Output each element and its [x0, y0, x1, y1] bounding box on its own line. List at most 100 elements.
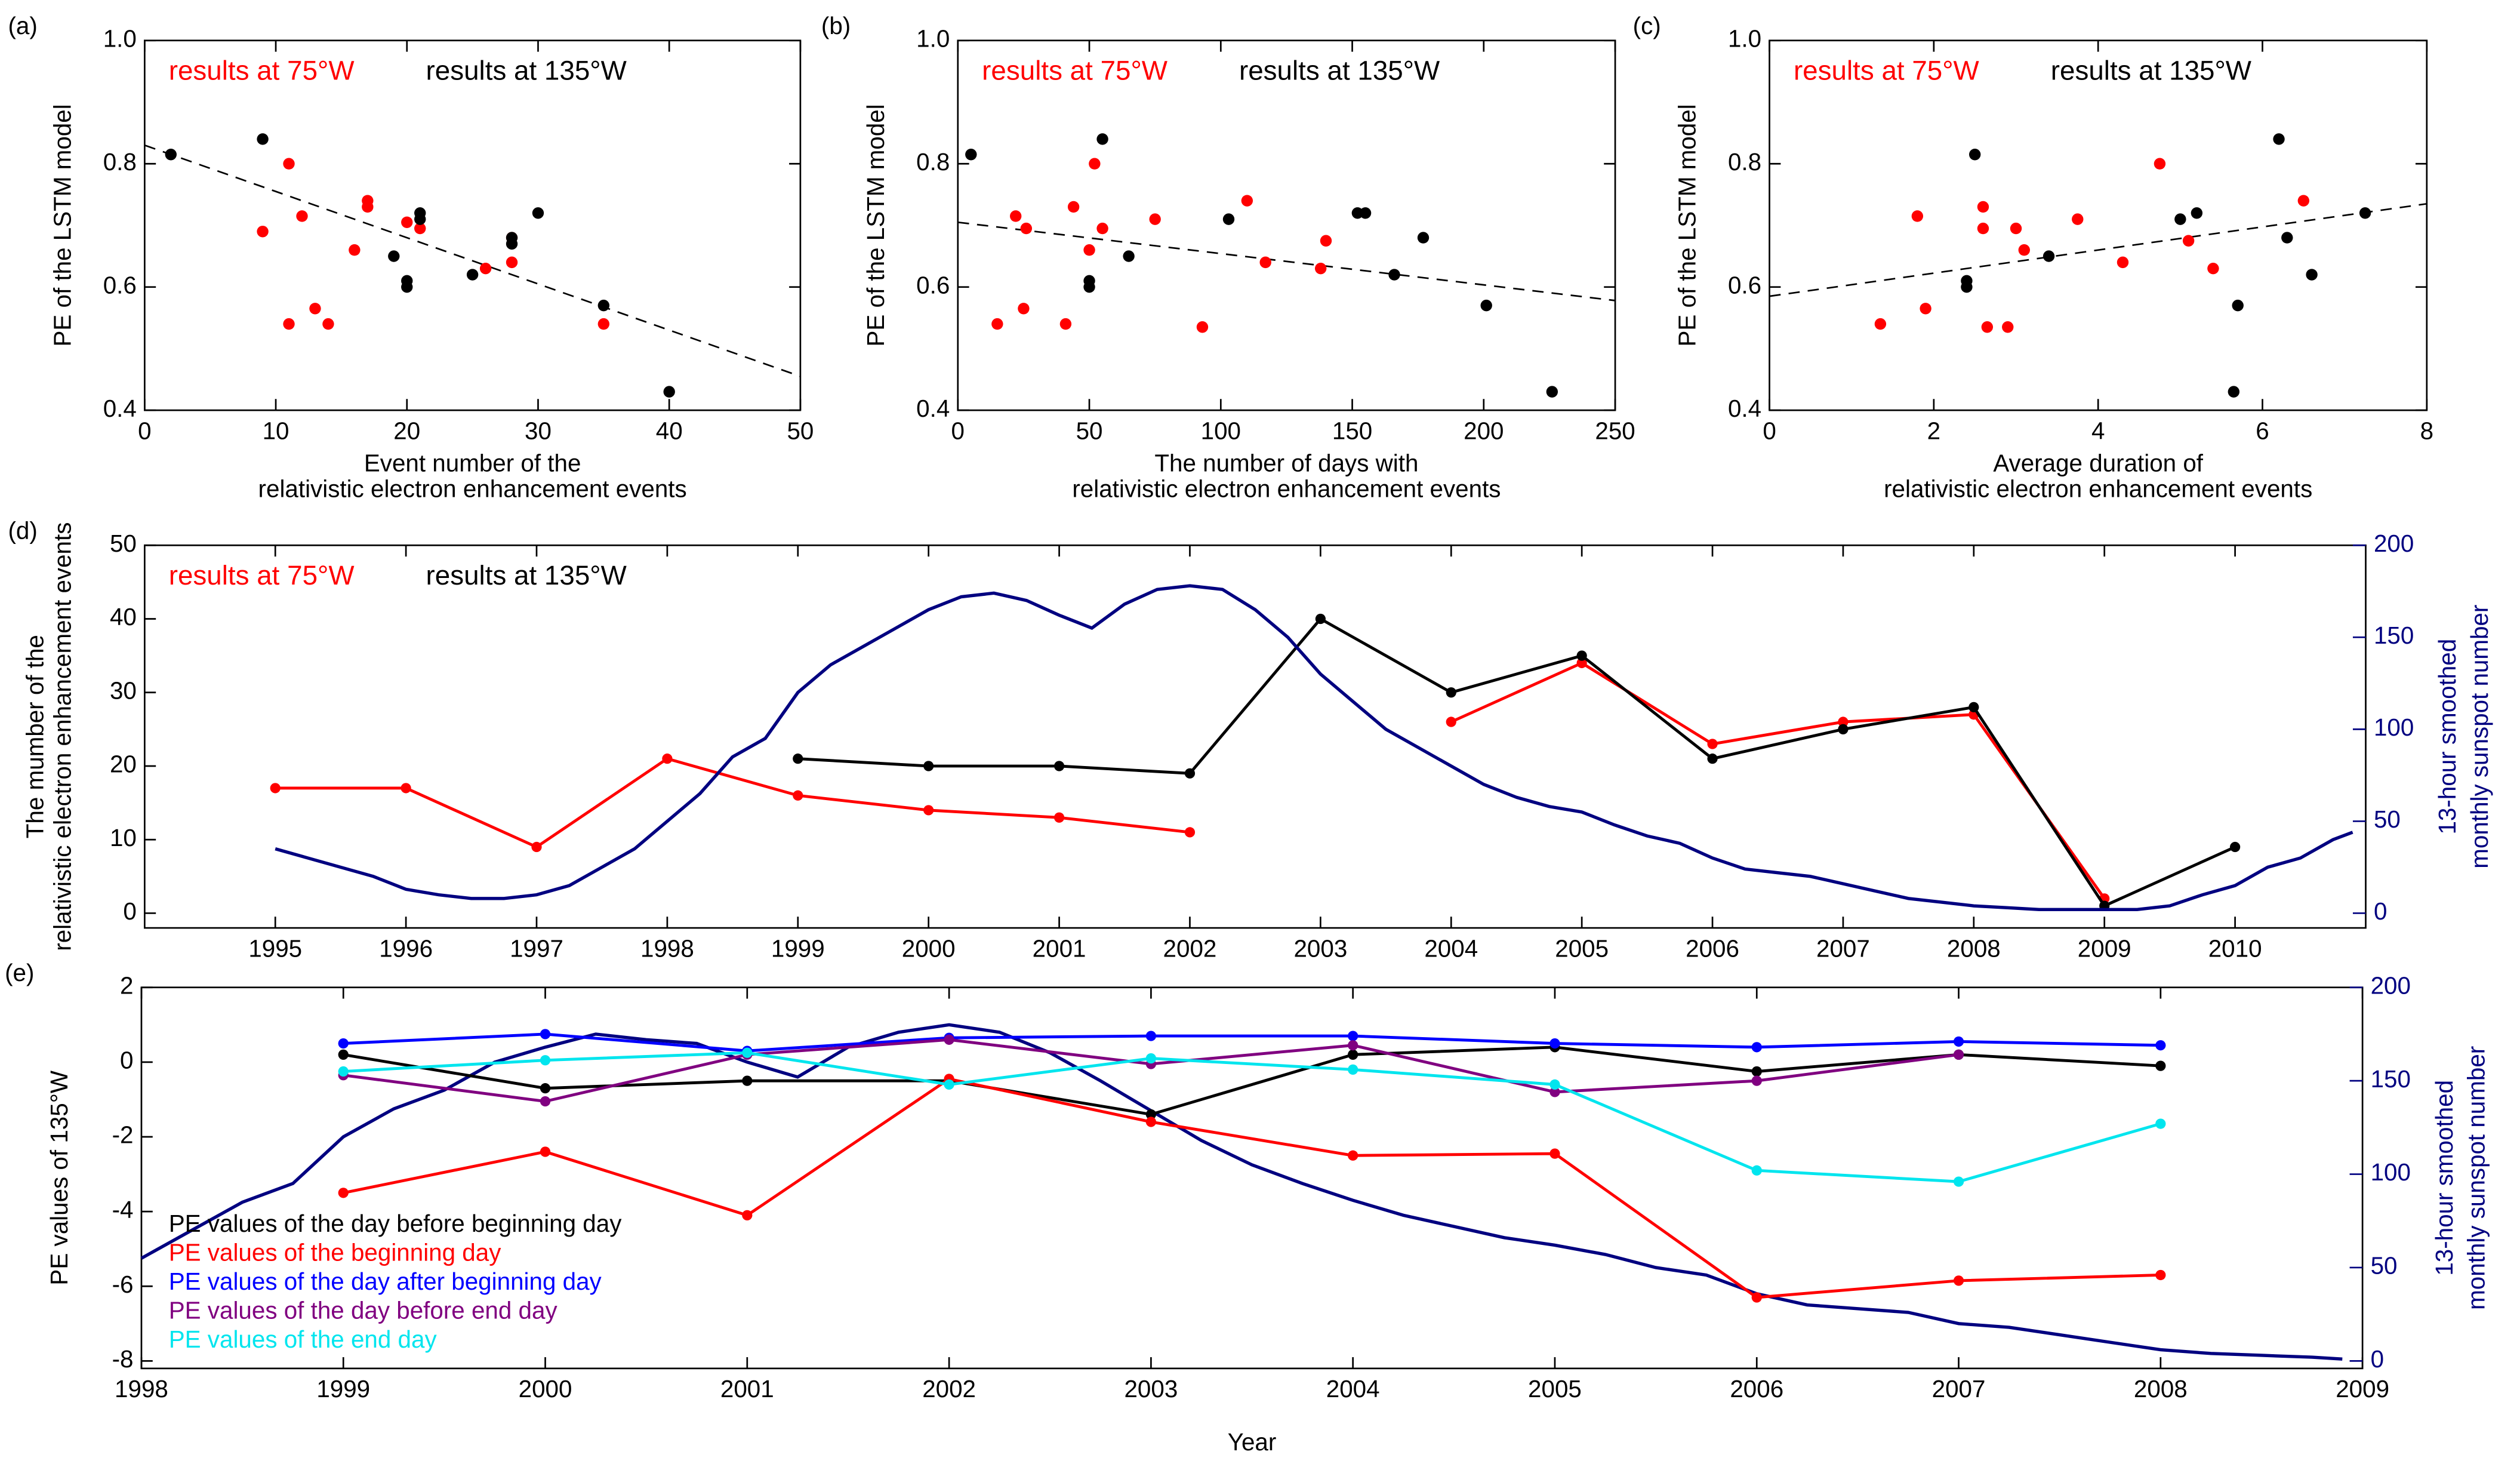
series-line [343, 1051, 2161, 1183]
x-axis-label: relativistic electron enhancement events [1884, 475, 2312, 502]
point [540, 1029, 551, 1040]
panel-label: (b) [821, 12, 851, 39]
point [2010, 222, 2022, 235]
x-tick-label: 50 [1076, 417, 1103, 444]
point [531, 841, 542, 853]
x-tick-label: 0 [1763, 417, 1776, 444]
point [793, 754, 803, 764]
x-tick-label: 2001 [1033, 934, 1086, 962]
y2-tick-label: 200 [2374, 530, 2414, 557]
y-tick-label: 30 [110, 676, 137, 704]
point [1196, 321, 1209, 333]
point [322, 318, 334, 330]
point [532, 207, 544, 219]
point [923, 761, 934, 771]
y-axis-label: The mumber of the [21, 635, 49, 838]
point [1348, 1064, 1358, 1075]
point [2155, 1040, 2166, 1051]
point [944, 1079, 954, 1090]
point [2154, 158, 2166, 170]
y-tick-label: -2 [112, 1121, 134, 1149]
point [479, 263, 492, 275]
plot-frame [143, 39, 802, 411]
legend-entry: PE values of the day before end day [169, 1296, 558, 1324]
x-tick-label: 2009 [2336, 1375, 2389, 1403]
y2-tick-label: 0 [2374, 897, 2387, 925]
point [1067, 201, 1080, 213]
point [338, 1049, 349, 1060]
point [2182, 235, 2195, 247]
point [2232, 299, 2244, 312]
plot-frame [140, 986, 2364, 1370]
x-tick-label: 8 [2420, 417, 2433, 444]
point [2359, 207, 2371, 219]
point [1096, 133, 1108, 145]
point [742, 1075, 753, 1086]
x-tick-label: 1998 [115, 1375, 168, 1403]
point [2155, 1060, 2166, 1071]
point [2273, 133, 2285, 145]
x-tick-label: 2003 [1293, 934, 1347, 962]
point [540, 1096, 551, 1107]
point [662, 754, 673, 764]
point [2018, 244, 2030, 256]
point [1145, 1031, 1157, 1041]
point [2207, 263, 2219, 275]
point [923, 805, 934, 816]
x-tick-label: 6 [2256, 417, 2269, 444]
x-tick-label: 20 [393, 417, 420, 444]
point [1838, 724, 1849, 734]
legend-entry: results at 75°W [169, 56, 355, 86]
point [1969, 149, 1981, 161]
point [257, 133, 269, 145]
legend-entry: PE values of the end day [169, 1326, 438, 1353]
y-tick-label: 0.4 [103, 395, 137, 422]
series-line [343, 1077, 2161, 1299]
y2-tick-label: 200 [2371, 971, 2411, 999]
point [1953, 1176, 1964, 1187]
point [1348, 1031, 1358, 1041]
x-axis-label: relativistic electron enhancement events [1072, 475, 1501, 502]
point [1911, 210, 1924, 222]
panel-label: (e) [5, 959, 34, 986]
point [1953, 1275, 1964, 1286]
plot-frame [1769, 39, 2428, 411]
series-line [275, 661, 2106, 900]
point [2228, 386, 2240, 398]
x-tick-label: 2002 [922, 1375, 976, 1403]
trend-line [144, 144, 801, 377]
point [1707, 754, 1718, 764]
y2-tick-label: 100 [2371, 1158, 2411, 1186]
point [1348, 1049, 1358, 1060]
x-tick-label: 1999 [316, 1375, 370, 1403]
point [597, 299, 610, 312]
point [466, 269, 479, 281]
y2-axis-label: 13-hour smoothed [2433, 639, 2461, 835]
y-axis-label: PE of the LSTM model [1674, 104, 1701, 346]
point [1981, 321, 1994, 333]
point [1751, 1165, 1762, 1176]
series-line [343, 1038, 1959, 1103]
point [944, 1034, 954, 1045]
y-tick-label: -4 [112, 1196, 134, 1223]
x-tick-label: 2009 [2078, 934, 2131, 962]
point [1968, 702, 1979, 713]
y-tick-label: 0.8 [103, 148, 137, 176]
x-tick-label: 2004 [1424, 934, 1478, 962]
x-tick-label: 2007 [1816, 934, 1870, 962]
x-tick-label: 1996 [379, 934, 433, 962]
point [1145, 1117, 1157, 1127]
point [2230, 841, 2241, 853]
y-tick-label: 2 [120, 971, 133, 999]
point [362, 201, 374, 213]
point [506, 238, 518, 250]
point [1977, 222, 1989, 235]
point [663, 386, 675, 398]
x-tick-label: 2006 [1730, 1375, 1783, 1403]
x-tick-label: 200 [1464, 417, 1504, 444]
y-axis-label: PE values of 135°W [45, 1071, 73, 1286]
point [1388, 269, 1400, 281]
point [1145, 1053, 1157, 1064]
legend-entry: results at 135°W [426, 560, 627, 591]
